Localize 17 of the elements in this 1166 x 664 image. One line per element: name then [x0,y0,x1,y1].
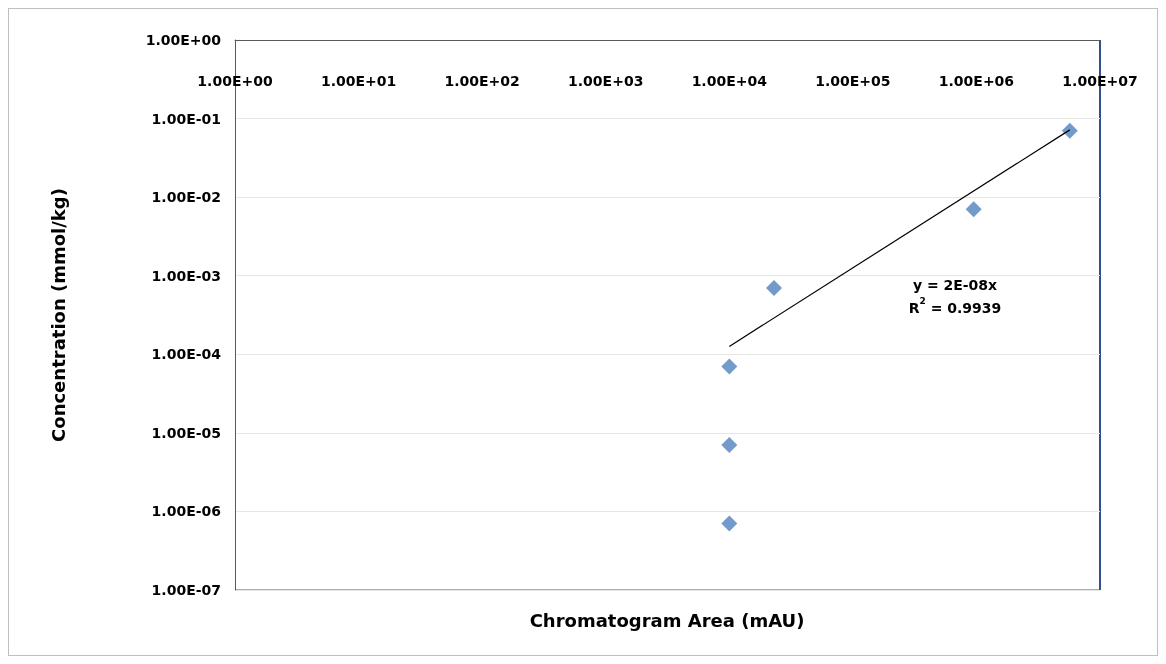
x-tick-label: 1.00E+04 [691,73,768,89]
y-tick-label: 1.00E-02 [151,189,221,206]
x-tick-label: 1.00E+06 [938,73,1015,89]
x-tick-label: 1.00E+05 [815,73,891,89]
y-tick-label: 1.00E-04 [151,346,222,363]
y-tick-label: 1.00E+00 [145,32,222,48]
x-tick-label: 1.00E+02 [444,73,520,89]
y-tick-label: 1.00E-06 [151,503,221,520]
annotation: y = 2E-08x [912,276,998,293]
y-axis-title: Concentration (mmol/kg) [47,188,69,442]
y-tick-label: 1.00E-03 [151,267,221,284]
x-tick-label: 1.00E+03 [568,73,644,89]
x-axis-title: Chromatogram Area (mAU) [529,609,805,631]
y-tick-label: 1.00E-05 [151,424,221,441]
y-tick-label: 1.00E-01 [151,110,221,127]
y-tick-label: 1.00E-07 [151,582,221,598]
x-tick-label: 1.00E+01 [320,73,397,89]
